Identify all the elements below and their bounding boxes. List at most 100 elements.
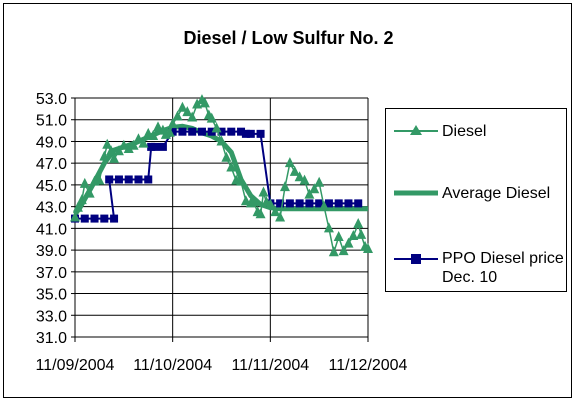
diesel-point <box>206 112 217 123</box>
y-tick-label: 33.0 <box>36 308 67 325</box>
ppo-diesel-point <box>237 127 246 136</box>
ppo-diesel-point <box>80 214 89 223</box>
y-tick-label: 41.0 <box>36 221 67 238</box>
diesel-point <box>76 194 87 205</box>
legend-item-ppo-diesel: PPO Diesel price Dec. 10 <box>386 247 566 297</box>
ppo-diesel-point <box>315 199 324 208</box>
ppo-diesel-point <box>178 127 187 136</box>
ppo-diesel-point <box>246 129 255 138</box>
diesel-point <box>338 245 349 256</box>
legend-swatch-average-diesel <box>394 190 438 196</box>
ppo-diesel-point <box>217 127 226 136</box>
y-tick-label: 35.0 <box>36 287 67 304</box>
diesel-point <box>299 174 310 185</box>
chart-title: Diesel / Low Sulfur No. 2 <box>183 28 394 48</box>
legend-label-diesel: Diesel <box>442 123 487 140</box>
diesel-point <box>323 222 334 233</box>
diesel-point <box>187 111 198 122</box>
diesel-point <box>123 143 134 154</box>
ppo-diesel-point <box>256 129 265 138</box>
diesel-point <box>265 198 276 209</box>
diesel-point <box>294 171 305 182</box>
ppo-diesel-point <box>168 127 177 136</box>
diesel-point <box>177 101 188 112</box>
diesel-point <box>148 130 159 141</box>
legend-label-ppo-diesel: PPO Diesel price Dec. 10 <box>442 250 564 286</box>
y-tick-label: 43.0 <box>36 200 67 217</box>
diesel-point <box>153 121 164 132</box>
y-tick-label: 45.0 <box>36 178 67 195</box>
diesel-point <box>72 201 83 212</box>
diesel-point <box>138 137 149 148</box>
legend-item-diesel: Diesel <box>386 113 566 163</box>
diesel-point <box>70 211 80 222</box>
diesel-point <box>199 97 210 108</box>
diesel-point <box>99 150 110 161</box>
diesel-point <box>167 118 178 129</box>
diesel-point <box>255 208 266 219</box>
ppo-diesel-point <box>354 199 363 208</box>
diesel-point <box>356 228 367 239</box>
y-tick-label: 49.0 <box>36 134 67 151</box>
diesel-point <box>106 145 117 156</box>
ppo-diesel-point <box>285 199 294 208</box>
ppo-diesel-point <box>90 214 99 223</box>
diesel-point <box>79 177 90 188</box>
ppo-diesel-point <box>151 142 160 151</box>
diesel-point <box>258 186 269 197</box>
ppo-diesel-point <box>134 175 143 184</box>
series-line-ppo-diesel <box>75 130 359 220</box>
diesel-point <box>221 151 232 162</box>
legend-swatch-ppo-diesel <box>394 254 438 264</box>
y-tick-label: 53.0 <box>36 91 67 108</box>
diesel-point <box>309 183 320 194</box>
diesel-point <box>216 135 227 146</box>
diesel-point <box>284 157 295 168</box>
x-tick-label: 11/12/2004 <box>329 357 408 374</box>
y-tick-label: 31.0 <box>36 330 67 347</box>
ppo-diesel-point <box>305 199 314 208</box>
diesel-point <box>333 231 344 242</box>
ppo-diesel-point <box>344 199 353 208</box>
diesel-point <box>248 196 259 207</box>
legend: Diesel Average Diesel PPO Diesel price D… <box>385 108 567 292</box>
diesel-point <box>328 246 339 257</box>
diesel-point <box>270 206 281 217</box>
diesel-point <box>94 174 105 185</box>
diesel-point <box>343 237 354 248</box>
ppo-diesel-point <box>276 199 285 208</box>
y-tick-label: 39.0 <box>36 243 67 260</box>
diesel-point <box>314 176 325 187</box>
ppo-diesel-point <box>124 175 133 184</box>
diesel-point <box>275 211 286 222</box>
diesel-point <box>164 126 175 137</box>
ppo-diesel-point <box>188 127 197 136</box>
ppo-diesel-point <box>114 175 123 184</box>
ppo-diesel-point <box>144 175 153 184</box>
legend-item-average-diesel: Average Diesel <box>386 181 566 231</box>
diesel-point <box>118 139 129 150</box>
diesel-point <box>363 243 373 254</box>
ppo-diesel-point <box>207 127 216 136</box>
ppo-diesel-point <box>324 199 333 208</box>
diesel-point <box>353 218 364 229</box>
ppo-diesel-point <box>295 199 304 208</box>
x-tick-label: 11/11/2004 <box>231 357 309 374</box>
ppo-diesel-point <box>158 142 167 151</box>
diesel-point <box>128 139 139 150</box>
ppo-diesel-point <box>110 214 119 223</box>
diesel-point <box>226 161 237 172</box>
diesel-point <box>172 110 183 121</box>
ppo-diesel-point <box>197 127 206 136</box>
x-tick-label: 11/09/2004 <box>36 357 115 374</box>
y-tick-label: 47.0 <box>36 156 67 173</box>
diesel-point <box>348 229 359 240</box>
diesel-point <box>304 188 315 199</box>
y-tick-label: 51.0 <box>36 113 67 130</box>
ppo-diesel-point <box>227 127 236 136</box>
diesel-point <box>236 175 247 186</box>
ppo-diesel-point <box>334 199 343 208</box>
ppo-diesel-point <box>105 175 114 184</box>
diesel-point <box>211 122 222 133</box>
